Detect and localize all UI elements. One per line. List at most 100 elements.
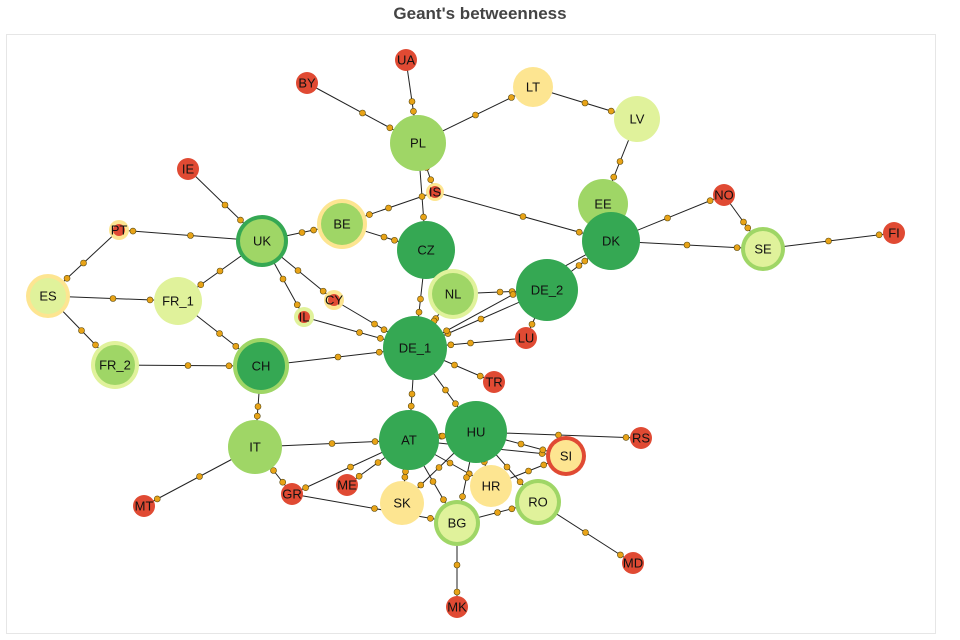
node-circle (228, 420, 282, 474)
edge-dot (328, 440, 336, 447)
edge-dot (494, 509, 501, 516)
node-gr[interactable]: GR (281, 483, 303, 505)
edge-dot (540, 461, 548, 469)
edge-dot (146, 296, 154, 304)
node-fr-1[interactable]: FR_1 (154, 277, 202, 325)
node-ro[interactable]: RO (515, 479, 561, 525)
node-pl[interactable]: PL (390, 115, 446, 171)
edge-dot (347, 463, 354, 471)
node-il[interactable]: IL (294, 307, 314, 327)
edge-dot (508, 94, 515, 101)
node-circle (622, 552, 644, 574)
node-circle (336, 474, 358, 496)
edge-dot (253, 412, 261, 420)
node-circle (582, 212, 640, 270)
node-me[interactable]: ME (336, 474, 358, 496)
node-fi[interactable]: FI (883, 222, 905, 244)
edge-dot (429, 478, 437, 485)
node-de-1[interactable]: DE_1 (383, 316, 447, 380)
edge-dot (232, 342, 240, 350)
edge-dot (581, 257, 589, 265)
node-dk[interactable]: DK (582, 212, 640, 270)
edge-dot (197, 281, 205, 289)
node-sk[interactable]: SK (380, 481, 424, 525)
edge-dot (440, 496, 447, 503)
node-label: EE (594, 197, 612, 212)
node-label: RO (528, 495, 548, 510)
node-label: DK (602, 234, 620, 249)
edge-dot (254, 403, 262, 410)
node-lt[interactable]: LT (513, 67, 553, 107)
node-circle (95, 345, 135, 385)
edge-dot (439, 432, 446, 440)
edge-dot (279, 275, 287, 283)
edge-dot (310, 226, 317, 234)
edge-dot (375, 348, 383, 356)
node-fr-2[interactable]: FR_2 (91, 341, 139, 389)
node-no[interactable]: NO (713, 184, 735, 206)
node-at[interactable]: AT (379, 410, 439, 470)
edge-dot (875, 231, 883, 239)
node-label: NO (714, 188, 734, 203)
node-bg[interactable]: BG (434, 500, 480, 546)
node-pt[interactable]: PT (109, 220, 129, 240)
node-es[interactable]: ES (26, 274, 70, 318)
node-label: CZ (417, 243, 434, 258)
node-by[interactable]: BY (296, 72, 318, 94)
node-cy[interactable]: CY (324, 290, 344, 310)
node-mt[interactable]: MT (133, 495, 155, 517)
edge-dot (476, 372, 484, 380)
node-cz[interactable]: CZ (397, 221, 455, 279)
node-de-2[interactable]: DE_2 (516, 259, 578, 321)
node-uk[interactable]: UK (236, 215, 288, 267)
node-ua[interactable]: UA (395, 49, 417, 71)
node-circle (397, 221, 455, 279)
edge-dot (371, 438, 379, 445)
node-tr[interactable]: TR (483, 371, 505, 393)
node-label: MT (135, 499, 154, 514)
edge-dot (435, 464, 443, 471)
edge-dot (371, 505, 378, 512)
edge-dot (184, 362, 192, 369)
edge-dot (519, 213, 527, 220)
edge-dot (508, 505, 516, 513)
edge-dot (528, 320, 536, 328)
node-label: ES (39, 289, 57, 304)
node-hr[interactable]: HR (470, 465, 512, 507)
edge-dot (616, 158, 624, 165)
node-label: LU (518, 331, 535, 346)
node-lu[interactable]: LU (515, 327, 537, 349)
node-mk[interactable]: MK (446, 596, 468, 618)
node-lv[interactable]: LV (614, 96, 660, 142)
node-hu[interactable]: HU (445, 401, 507, 463)
node-ch[interactable]: CH (233, 338, 289, 394)
edge-dot (221, 201, 229, 209)
node-be[interactable]: BE (317, 199, 367, 249)
edge-dot (740, 218, 747, 226)
node-ie[interactable]: IE (177, 158, 199, 180)
node-rs[interactable]: RS (630, 427, 652, 449)
node-it[interactable]: IT (228, 420, 282, 474)
node-md[interactable]: MD (622, 552, 644, 574)
node-circle (395, 49, 417, 71)
edge-dot (78, 327, 85, 334)
edge-dot (447, 341, 455, 349)
edge-dot (417, 295, 424, 303)
edge-dot (319, 287, 327, 295)
node-circle (516, 259, 578, 321)
edge-dot (539, 446, 547, 454)
node-circle (113, 224, 125, 236)
edge-dot (427, 176, 435, 184)
node-circle (154, 277, 202, 325)
edge-dot (92, 341, 99, 349)
edge-dot (443, 327, 450, 335)
node-circle (383, 316, 447, 380)
edge-dot (359, 109, 366, 117)
node-nl[interactable]: NL (428, 269, 478, 319)
node-si[interactable]: SI (546, 436, 586, 476)
node-circle (30, 278, 66, 314)
node-label: CY (325, 293, 343, 308)
node-se[interactable]: SE (741, 227, 785, 271)
edge-dot (380, 326, 388, 333)
node-is[interactable]: IS (426, 183, 444, 201)
